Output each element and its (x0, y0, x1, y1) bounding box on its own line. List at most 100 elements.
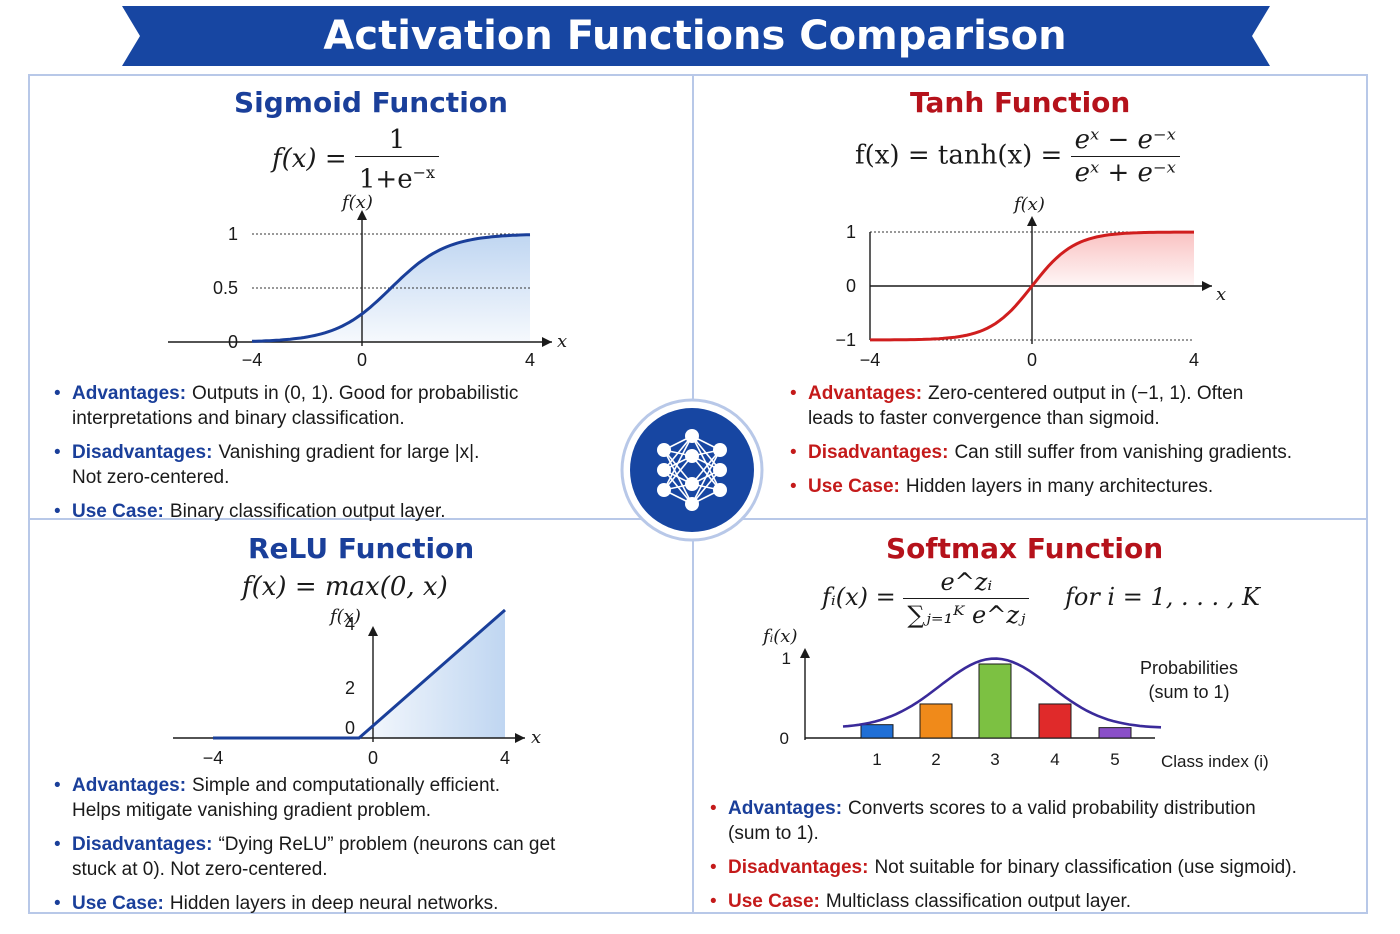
x-tick-label: 4 (500, 748, 510, 768)
note-key: Use Case: (72, 501, 164, 522)
nn-node (713, 443, 727, 457)
nn-node (713, 463, 727, 477)
sigmoid-chart: f(x)x00.51−4 0 4 (168, 192, 567, 370)
tanh-formula-numerator: eˣ − e⁻ˣ (1070, 124, 1180, 157)
note-key: Advantages: (728, 798, 843, 819)
sigmoid-note-disadvantages: Disadvantages:Vanishing gradient for lar… (54, 440, 512, 490)
y-tick-label: 1 (846, 222, 856, 242)
relu-notes: Advantages:Simple and computationally ef… (54, 773, 594, 925)
bar-class-1 (860, 724, 894, 739)
x-tick-label: 4 (525, 350, 535, 370)
sigmoid-curve (251, 233, 531, 343)
y-tick-label: 1 (228, 224, 238, 244)
bar-class-3 (978, 663, 1012, 739)
tanh-formula-denominator: eˣ + e⁻ˣ (1074, 158, 1176, 188)
note-text: Hidden layers in many architectures. (905, 476, 1214, 497)
sigmoid-note-use-case: Use Case:Binary classification output la… (54, 499, 574, 524)
x-tick-label: 1 (872, 750, 881, 769)
note-text: “Dying ReLU” problem (neurons can get st… (72, 834, 556, 880)
nn-node (685, 449, 699, 463)
y-tick-label: 0 (780, 729, 789, 748)
sigmoid-formula-lhs: f(x) = (272, 143, 347, 174)
y-tick-label: 0.5 (213, 278, 238, 298)
relu-note-use-case: Use Case:Hidden layers in deep neural ne… (54, 891, 594, 916)
softmax-notes: Advantages:Converts scores to a valid pr… (710, 796, 1310, 923)
nn-connection (663, 455, 693, 491)
softmax-curve (842, 657, 1162, 729)
nn-node (713, 483, 727, 497)
y-axis-arrow (357, 210, 367, 220)
x-tick-label: 0 (368, 748, 378, 768)
y-tick-label: 1 (782, 649, 791, 668)
y-axis-label: f(x) (340, 192, 373, 213)
note-text: Converts scores to a valid probability d… (728, 798, 1256, 844)
x-axis-label: x (557, 331, 567, 352)
nn-node (657, 443, 671, 457)
nn-connection (691, 455, 721, 491)
x-axis-label: x (1216, 284, 1226, 305)
relu-note-advantages: Advantages:Simple and computationally ef… (54, 773, 542, 823)
x-tick-label: −4 (203, 748, 224, 768)
x-tick-label: 0 (357, 350, 367, 370)
note-key: Disadvantages: (728, 857, 869, 878)
y-tick-label: −1 (835, 330, 856, 350)
x-tick-label: 3 (990, 750, 999, 769)
note-key: Use Case: (808, 476, 900, 497)
nn-connection (691, 469, 721, 505)
x-tick-label: 0 (1027, 350, 1037, 370)
softmax-note-disadvantages: Disadvantages:Not suitable for binary cl… (710, 855, 1310, 880)
tanh-formula-lhs: f(x) = tanh(x) = (855, 140, 1063, 171)
note-text: Outputs in (0, 1). Good for probabilisti… (72, 383, 519, 429)
sigmoid-formula-numerator: 1 (354, 124, 440, 157)
tanh-note-use-case: Use Case:Hidden layers in many architect… (790, 474, 1330, 499)
tanh-curve (870, 230, 1194, 342)
tanh-formula: f(x) = tanh(x) = eˣ − e⁻ˣ eˣ + e⁻ˣ (855, 124, 1180, 189)
y-tick-label: 0 (228, 332, 238, 352)
softmax-formula-denominator: ∑ⱼ₌₁ᴷ e^zⱼ (907, 601, 1026, 629)
sigmoid-formula-den-base: 1+e (358, 164, 413, 195)
relu-curve (213, 608, 506, 740)
y-axis-label: f(x) (328, 606, 361, 627)
tanh-title: Tanh Function (910, 86, 1131, 119)
note-text: Can still suffer from vanishing gradient… (954, 442, 1293, 463)
x-tick-label: −4 (860, 350, 881, 370)
note-key: Advantages: (72, 775, 187, 796)
softmax-formula-lhs: fᵢ(x) = (822, 583, 896, 611)
nn-node (657, 483, 671, 497)
nn-node (685, 497, 699, 511)
y-axis-label: fᵢ(x) (761, 626, 797, 647)
x-tick-label: 4 (1050, 750, 1059, 769)
x-axis-arrow (542, 337, 552, 347)
note-key: Use Case: (728, 891, 820, 912)
x-tick-label: 2 (931, 750, 940, 769)
x-tick-label: −4 (242, 350, 263, 370)
y-tick-label: 2 (345, 678, 355, 698)
tanh-area (1032, 232, 1194, 286)
note-text: Multiclass classification output layer. (825, 891, 1132, 912)
softmax-formula-numerator: e^zᵢ (903, 566, 1030, 599)
panel-frame (28, 74, 1368, 914)
relu-formula: f(x) = max(0, x) (242, 572, 448, 602)
nn-connection (663, 435, 693, 491)
sigmoid-formula: f(x) = 1 1+e−x (272, 124, 440, 196)
x-axis-arrow (1202, 281, 1212, 291)
page-title: Activation Functions Comparison (323, 13, 1067, 59)
note-text: Simple and computationally efficient. He… (72, 775, 501, 821)
bar-class-5 (1098, 727, 1132, 739)
nn-node (657, 463, 671, 477)
softmax-formula: fᵢ(x) = e^zᵢ ∑ⱼ₌₁ᴷ e^zⱼ for i = 1, . . .… (822, 566, 1260, 631)
y-axis-label: f(x) (1012, 194, 1045, 215)
y-axis-arrow (1027, 216, 1037, 226)
x-tick-label: 5 (1110, 750, 1119, 769)
softmax-note-advantages: Advantages:Converts scores to a valid pr… (710, 796, 1268, 846)
y-axis-arrow (368, 626, 378, 636)
sigmoid-note-advantages: Advantages:Outputs in (0, 1). Good for p… (54, 381, 574, 431)
nn-node (685, 477, 699, 491)
note-key: Advantages: (72, 383, 187, 404)
note-text: Vanishing gradient for large |x|. Not ze… (72, 442, 480, 488)
y-tick-label: 0 (846, 276, 856, 296)
note-key: Disadvantages: (72, 834, 213, 855)
tanh-note-disadvantages: Disadvantages:Can still suffer from vani… (790, 440, 1330, 465)
tanh-notes: Advantages:Zero-centered output in (−1, … (790, 381, 1330, 508)
sigmoid-notes: Advantages:Outputs in (0, 1). Good for p… (54, 381, 574, 533)
